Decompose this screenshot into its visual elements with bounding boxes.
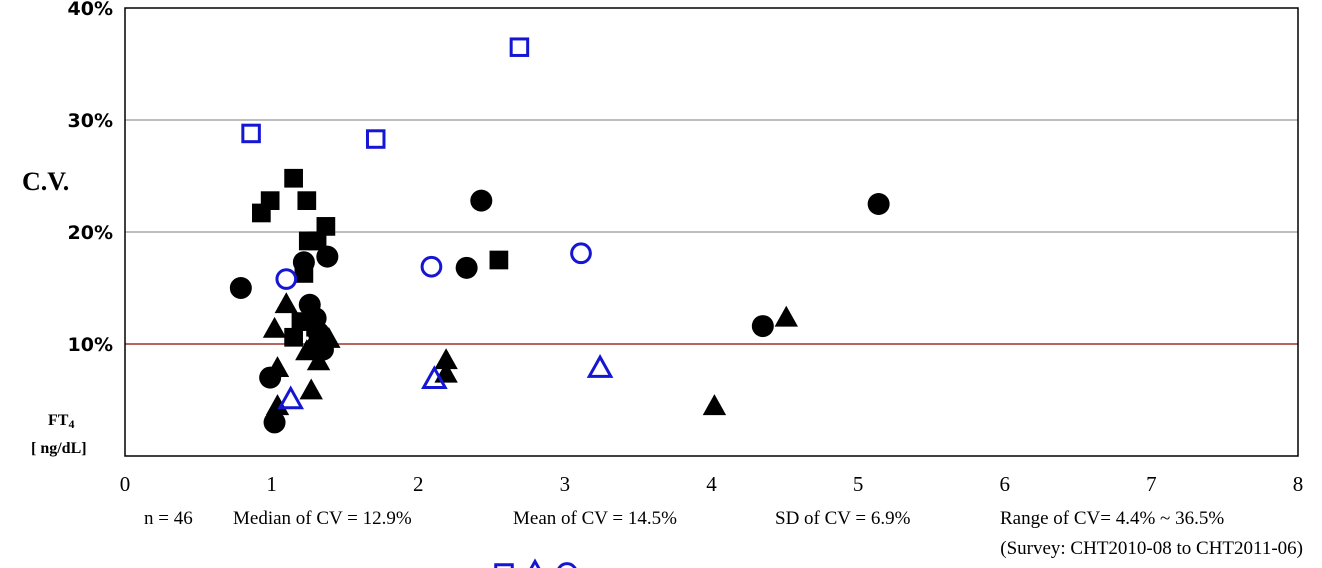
x-tick-label: 7	[1146, 472, 1157, 496]
data-point-square	[284, 168, 303, 188]
x-axis-label-main: FT	[48, 412, 69, 429]
data-point-square	[489, 250, 509, 270]
series-open-circle	[275, 242, 592, 290]
data-point-circle	[420, 255, 443, 278]
x-tick-label: 1	[266, 472, 277, 496]
series-open-triangle	[277, 354, 614, 410]
x-tick-label: 8	[1293, 472, 1304, 496]
data-point-square	[365, 129, 386, 149]
plot-frame	[124, 7, 1299, 457]
data-point-triangle	[586, 354, 614, 378]
y-tick-labels: 10% 20% 30% 40%	[68, 0, 113, 356]
data-point-triangle	[774, 305, 798, 327]
stat-sd: SD of CV = 6.9%	[775, 508, 911, 529]
data-point-triangle	[421, 365, 448, 390]
data-point-square	[307, 231, 327, 251]
data-point-circle	[570, 242, 592, 265]
data-point-triangle	[262, 316, 287, 338]
data-point-circle	[229, 277, 252, 299]
legend	[494, 558, 577, 568]
data-point-triangle	[300, 331, 325, 353]
data-point-triangle	[434, 348, 458, 370]
data-point-triangle	[265, 356, 290, 377]
x-tick-label: 4	[706, 472, 717, 496]
series-filled-square	[252, 168, 509, 347]
stat-survey: (Survey: CHT2010-08 to CHT2011-06)	[1000, 538, 1303, 559]
data-point-circle	[455, 256, 478, 279]
data-point-square	[509, 37, 530, 57]
data-point-circle	[867, 193, 890, 215]
y-axis-label: C.V.	[22, 167, 69, 196]
data-point-triangle	[317, 326, 341, 348]
y-tick-label: 40%	[68, 0, 113, 20]
x-axis-label: FT4	[48, 412, 74, 431]
data-point-triangle	[274, 292, 298, 314]
legend-marker-triangle	[529, 558, 541, 568]
data-point-square	[297, 191, 317, 210]
data-point-square	[316, 217, 336, 236]
x-tick-label: 6	[1000, 472, 1011, 496]
x-axis-unit: [ ng/dL]	[31, 440, 87, 457]
data-point-square	[284, 327, 303, 347]
stat-median: Median of CV = 12.9%	[233, 508, 412, 529]
data-point-triangle	[299, 378, 323, 400]
data-point-circle	[316, 245, 339, 268]
series-open-square	[241, 37, 530, 149]
data-point-triangle	[702, 394, 727, 416]
data-point-circle	[263, 411, 286, 434]
legend-marker-square	[494, 563, 514, 568]
data-point-triangle	[265, 394, 290, 416]
data-point-square	[260, 191, 280, 210]
y-tick-label: 30%	[68, 110, 113, 132]
x-axis-label-subscript: 4	[68, 417, 74, 431]
x-tick-labels: 0 1 2 3 4 5 6 7 8	[120, 472, 1304, 496]
stat-n: n = 46	[144, 508, 193, 529]
x-tick-label: 2	[413, 472, 424, 496]
series-filled-triangle	[262, 292, 798, 416]
x-tick-label: 3	[560, 472, 571, 496]
legend-marker-circle	[557, 562, 577, 568]
x-tick-label: 5	[853, 472, 864, 496]
data-point-triangle	[306, 349, 331, 371]
y-tick-label: 10%	[68, 334, 113, 356]
data-point-circle	[292, 251, 315, 274]
series-filled-circle	[229, 189, 890, 434]
y-tick-label: 20%	[68, 222, 113, 244]
data-point-circle	[751, 315, 774, 338]
data-points	[229, 37, 890, 434]
stat-range: Range of CV= 4.4% ~ 36.5%	[1000, 508, 1224, 529]
data-point-circle	[470, 189, 493, 212]
x-tick-label: 0	[120, 472, 131, 496]
data-point-triangle	[277, 385, 305, 410]
data-point-square	[241, 123, 261, 144]
stat-mean: Mean of CV = 14.5%	[513, 508, 677, 529]
data-point-circle	[275, 268, 298, 290]
